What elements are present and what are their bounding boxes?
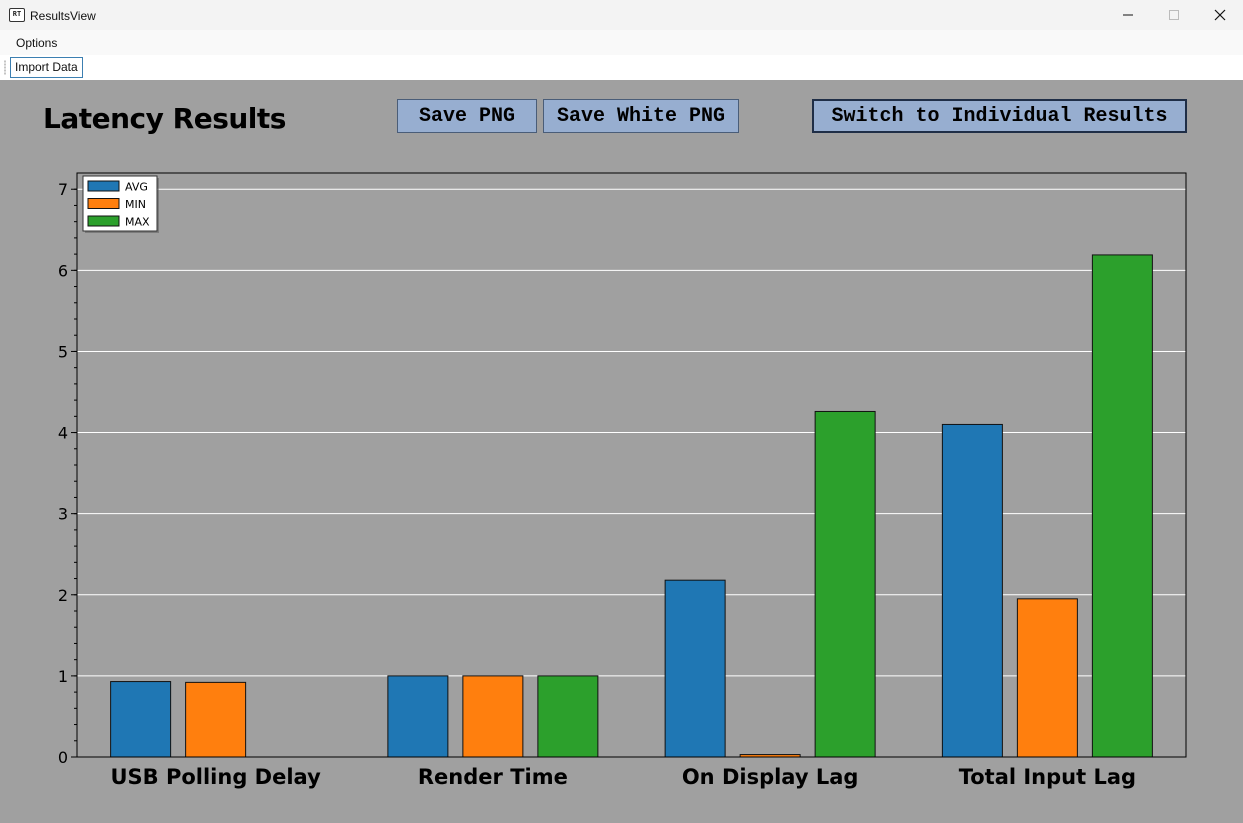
y-tick-label: 1 [58, 667, 68, 686]
legend-swatch-avg [87, 180, 120, 192]
bar-min [185, 681, 247, 758]
y-tick-label: 4 [58, 424, 68, 443]
toolbar-grip-icon[interactable] [4, 60, 6, 75]
menu-options[interactable]: Options [16, 36, 58, 50]
bar-avg [110, 681, 172, 758]
x-category-label: Total Input Lag [959, 765, 1136, 789]
maximize-button[interactable] [1151, 0, 1197, 30]
chart-legend: AVG MIN MAX [82, 175, 159, 233]
latency-bar-chart: 0 1 2 3 4 5 6 7 USB Polling Delay Render Time On D… [58, 172, 1187, 789]
import-data-button[interactable]: Import Data [10, 57, 83, 78]
y-tick-label: 7 [58, 180, 68, 199]
y-tick-label: 2 [58, 586, 68, 605]
y-tick-label: 5 [58, 342, 68, 361]
close-icon [1214, 9, 1226, 21]
legend-swatch-max [87, 215, 120, 227]
legend-label-min: MIN [125, 198, 146, 211]
bar-avg [664, 579, 726, 758]
chart-bars [110, 254, 1153, 758]
chart-axes: 0 1 2 3 4 5 6 7 USB Polling Delay Render Time On D… [58, 180, 1136, 789]
bar-max [814, 410, 876, 758]
page-title: Latency Results [43, 102, 286, 135]
bar-max [537, 675, 599, 758]
results-content: Latency Results Save PNG Save White PNG … [0, 80, 1243, 823]
legend-swatch-min [87, 198, 120, 209]
switch-individual-results-button[interactable]: Switch to Individual Results [812, 99, 1187, 133]
bar-avg [387, 675, 449, 758]
x-category-label: USB Polling Delay [110, 765, 321, 789]
bar-avg [941, 423, 1003, 758]
menu-bar: Options [0, 30, 1243, 55]
bar-min [462, 675, 524, 758]
results-app-icon: RT [9, 8, 25, 22]
save-png-button[interactable]: Save PNG [397, 99, 537, 133]
title-bar[interactable]: RT ResultsView [0, 0, 1243, 30]
x-category-label: Render Time [418, 765, 568, 789]
minimize-icon [1123, 14, 1133, 16]
y-tick-label: 0 [58, 748, 68, 767]
bar-min [1016, 598, 1078, 758]
save-white-png-button[interactable]: Save White PNG [543, 99, 739, 133]
window-title: ResultsView [30, 9, 96, 23]
legend-label-avg: AVG [125, 181, 148, 194]
y-tick-label: 6 [58, 261, 68, 280]
legend-label-max: MAX [125, 216, 150, 229]
toolbar: Import Data [0, 55, 1243, 81]
bar-max [1091, 254, 1153, 758]
y-tick-label: 3 [58, 505, 68, 524]
close-button[interactable] [1197, 0, 1243, 30]
maximize-icon [1169, 10, 1179, 20]
x-category-label: On Display Lag [682, 765, 859, 789]
minimize-button[interactable] [1105, 0, 1151, 30]
